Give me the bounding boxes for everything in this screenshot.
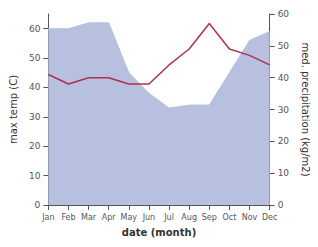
svg-text:60: 60 — [29, 24, 41, 34]
svg-text:30: 30 — [278, 105, 290, 115]
svg-text:Sep: Sep — [202, 213, 217, 222]
svg-text:40: 40 — [29, 82, 41, 92]
svg-text:20: 20 — [29, 141, 41, 151]
svg-text:May: May — [121, 213, 138, 222]
svg-text:Aug: Aug — [181, 213, 197, 222]
svg-text:10: 10 — [278, 168, 290, 178]
svg-text:50: 50 — [278, 41, 290, 51]
svg-text:20: 20 — [278, 136, 290, 146]
svg-text:med. precipitation (kg/m2): med. precipitation (kg/m2) — [300, 42, 311, 176]
svg-text:max temp (C): max temp (C) — [8, 75, 19, 144]
svg-text:30: 30 — [29, 112, 41, 122]
svg-text:Feb: Feb — [61, 213, 75, 222]
svg-text:date (month): date (month) — [122, 227, 196, 238]
svg-text:50: 50 — [29, 53, 41, 63]
svg-text:Oct: Oct — [222, 213, 236, 222]
svg-text:Dec: Dec — [262, 213, 277, 222]
svg-text:Apr: Apr — [102, 213, 117, 222]
svg-text:0: 0 — [278, 200, 284, 210]
svg-text:Nov: Nov — [242, 213, 258, 222]
svg-text:Jun: Jun — [142, 213, 156, 222]
svg-text:Jan: Jan — [41, 213, 54, 222]
svg-text:10: 10 — [29, 171, 41, 181]
svg-text:40: 40 — [278, 73, 290, 83]
svg-text:Jul: Jul — [163, 213, 174, 222]
svg-text:Mar: Mar — [81, 213, 97, 222]
svg-text:60: 60 — [278, 9, 290, 19]
svg-text:0: 0 — [35, 200, 41, 210]
